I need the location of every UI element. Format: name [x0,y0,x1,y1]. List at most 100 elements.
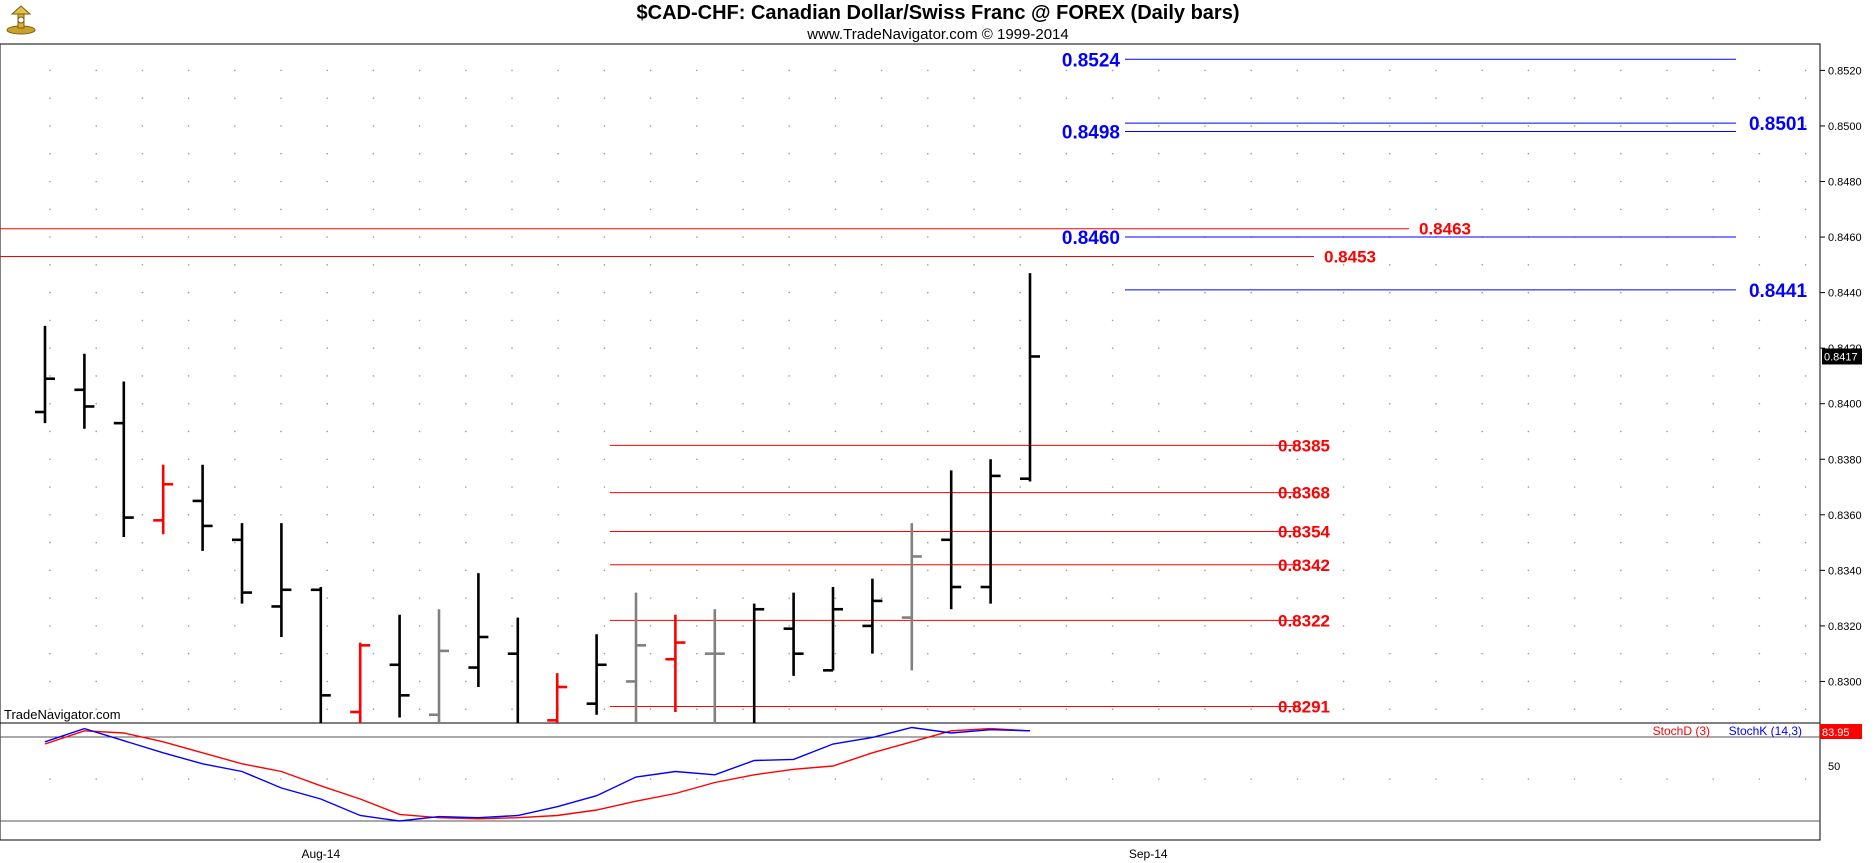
grid-dot [418,319,421,322]
support-label: 0.8453 [1324,247,1376,266]
grid-dot [511,125,513,127]
grid-dot [1712,208,1714,211]
grid-dot [234,652,236,655]
grid-dot [973,625,975,627]
grid-dot [465,208,467,211]
grid-dot [234,778,236,780]
ohlc-bar [113,381,134,538]
grid-dot [1296,208,1299,211]
grid-dot [1481,625,1483,627]
grid-dot [834,778,837,780]
grid-dot [280,180,282,183]
grid-dot [696,625,698,627]
grid-dot [141,347,144,349]
y-tick-label: 0.8440 [1828,288,1862,300]
grid-dot [603,569,606,572]
grid-dot [1527,458,1530,461]
grid-dot [1111,458,1114,461]
grid-dot [1481,180,1483,183]
grid-dot [1065,236,1068,238]
grid-dot [557,778,559,780]
grid-dot [1342,152,1345,155]
grid-dot [326,291,329,294]
grid-dot [788,597,790,599]
grid-dot [927,291,929,294]
grid-dot [1019,236,1021,238]
grid-dot [1065,291,1068,294]
grid-dot [1389,597,1391,599]
grid-dot [1666,264,1668,266]
ohlc-bar [941,470,962,610]
ohlc-bars [35,273,1040,723]
grid-dot [1804,208,1807,211]
grid-dot [1620,514,1622,516]
grid-dot [742,402,744,405]
grid-dot [326,569,329,572]
grid-dot [1204,778,1206,780]
grid-dot [1666,347,1668,349]
grid-dot [418,125,421,127]
grid-dot [1389,778,1391,780]
grid-dot [141,97,144,99]
grid-dot [1389,97,1391,99]
grid-dot [1666,569,1668,572]
grid-dot [234,569,236,572]
grid-dot [280,264,282,266]
grid-dot [1573,402,1576,405]
grid-dot [1712,652,1714,655]
grid-dot [95,569,97,572]
grid-dot [927,402,929,405]
grid-dot [788,625,790,627]
grid-dot [49,708,51,711]
grid-dot [1065,569,1068,572]
grid-dot [95,125,97,127]
grid-dot [1435,402,1437,405]
grid-dot [1065,486,1068,488]
grid-dot [1435,708,1437,711]
stoch-k-line [44,726,1031,822]
grid-dot [1758,264,1761,266]
grid-dot [418,652,421,655]
grid-dot [1527,208,1530,211]
grid-dot [49,319,51,322]
grid-dot [1019,597,1021,599]
grid-dot [1065,708,1068,711]
grid-dot [788,208,790,211]
grid-dot [1620,402,1622,405]
grid-dot [973,652,975,655]
grid-dot [649,264,652,266]
grid-dot [141,541,144,544]
grid-dot [418,402,421,405]
grid-dot [418,236,421,238]
grid-dot [95,69,97,72]
grid-dot [973,402,975,405]
grid-dot [511,708,513,711]
grid-dot [1573,264,1576,266]
grid-dot [1250,597,1252,599]
grid-dot [1019,97,1021,99]
grid-dot [1573,708,1576,711]
grid-dot [973,708,975,711]
grid-dot [418,347,421,349]
grid-dot [234,319,236,322]
ohlc-bar [752,603,765,723]
grid-dot [1758,486,1761,488]
grid-dot [1435,778,1437,780]
grid-dot [1111,347,1114,349]
grid-dot [834,291,837,294]
grid-dot [49,514,51,516]
grid-dot [1804,430,1807,433]
grid-dot [603,319,606,322]
grid-dot [1712,319,1714,322]
grid-dot [696,708,698,711]
grid-dot [1481,778,1483,780]
grid-dot [280,236,282,238]
grid-dot [326,458,329,461]
grid-dot [1158,180,1160,183]
grid-dot [141,319,144,322]
grid-dot [1065,375,1068,377]
grid-dot [973,236,975,238]
grid-dot [141,486,144,488]
grid-dot [1712,625,1714,627]
grid-dot [1389,680,1391,683]
